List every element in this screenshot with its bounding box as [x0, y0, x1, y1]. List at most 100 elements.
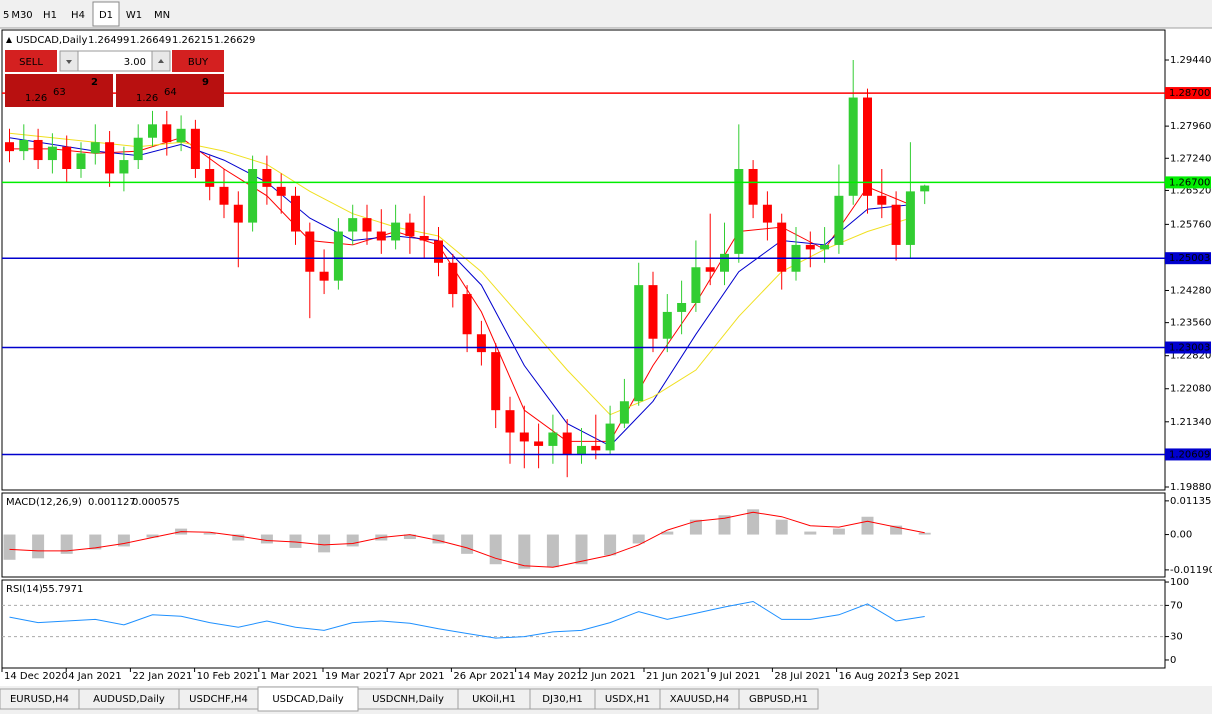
bid-box[interactable]	[5, 74, 113, 107]
tab-label: AUDUSD,Daily	[93, 694, 165, 705]
macd-bar	[461, 534, 474, 554]
ohlc-value: 1.26649	[130, 35, 171, 46]
tab-label: EURUSD,H4	[10, 694, 69, 705]
buy-button[interactable]	[172, 50, 224, 72]
indicator-value: 55.7971	[42, 584, 83, 595]
timeframe-button[interactable]: H4	[71, 10, 85, 21]
candle-body	[720, 253, 729, 272]
y-tick-label: 0.00	[1170, 530, 1192, 541]
price-pips: 63	[53, 87, 66, 98]
macd-bar	[403, 534, 416, 540]
timeframe-button[interactable]: H1	[43, 10, 57, 21]
level-label-box	[1165, 448, 1211, 461]
macd-bar	[804, 531, 817, 535]
sell-label: SELL	[19, 57, 43, 68]
y-tick-label: 0.01135	[1170, 496, 1211, 507]
timeframe-button[interactable]: 5	[3, 10, 9, 21]
price-fraction: 9	[202, 77, 209, 88]
macd-bar	[747, 509, 760, 535]
macd-bar	[3, 534, 16, 560]
macd-bar	[518, 534, 531, 569]
y-tick-label: 1.23560	[1170, 318, 1211, 329]
x-tick-label: 2 Jun 2021	[582, 671, 636, 682]
macd-bar	[604, 534, 617, 556]
lots-value: 3.00	[124, 57, 146, 68]
timeframe-active	[92, 1, 120, 27]
arrow-down	[66, 60, 72, 64]
tab-label: USDCAD,Daily	[272, 694, 343, 705]
x-tick-label: 10 Feb 2021	[197, 671, 259, 682]
candle-body	[434, 240, 443, 263]
candle-body	[190, 128, 200, 169]
candle-body	[276, 186, 286, 196]
macd-bar	[60, 534, 73, 554]
tab[interactable]	[738, 688, 819, 710]
timeframe-button[interactable]: W1	[126, 10, 142, 21]
macd-bar	[32, 534, 45, 559]
candle-body	[248, 168, 258, 223]
rsi-frame	[1, 579, 1166, 669]
level-label: 1.23003	[1169, 343, 1210, 354]
macd-bar	[318, 534, 331, 553]
candle-body	[33, 139, 43, 161]
timeframe-button[interactable]: M30	[11, 10, 32, 21]
candle-body	[877, 195, 887, 205]
macd-bar	[546, 534, 559, 568]
candle-body	[448, 262, 458, 295]
candle-body	[119, 160, 129, 174]
y-tick-label: 1.27240	[1170, 153, 1211, 164]
macd-bar	[575, 534, 588, 565]
x-tick-label: 16 Aug 2021	[839, 671, 903, 682]
candle-body	[105, 142, 115, 174]
tab-label: XAUUSD,H4	[670, 694, 729, 705]
candle-body	[133, 137, 143, 161]
candle-body	[834, 195, 844, 245]
tab-label: UKOil,H1	[472, 694, 516, 705]
candle-body	[62, 146, 72, 169]
y-tick-label: 70	[1170, 600, 1183, 611]
indicator-title: RSI(14)	[6, 584, 43, 595]
signal-line	[9, 511, 925, 568]
macd-bar	[232, 534, 245, 541]
ask-box[interactable]	[116, 74, 224, 107]
candle-body	[233, 204, 243, 223]
y-tick-label: 1.27960	[1170, 121, 1211, 132]
x-tick-label: 21 Jun 2021	[646, 671, 706, 682]
rsi-line	[9, 600, 925, 639]
candle-body	[148, 124, 157, 138]
candle-body	[820, 244, 830, 250]
candle-body	[362, 218, 372, 232]
y-tick-label: 100	[1170, 577, 1189, 588]
timeframe-button[interactable]: D1	[99, 10, 113, 21]
candle-body	[476, 334, 486, 353]
candle-body	[5, 142, 14, 152]
tab-label: USDX,H1	[605, 694, 650, 705]
collapse-arrow[interactable]	[6, 37, 12, 43]
timeframe-button[interactable]: MN	[154, 10, 170, 21]
macd-bar	[289, 534, 302, 548]
candle-body	[376, 231, 386, 241]
candle-body	[562, 432, 572, 455]
tab-label: DJ30,H1	[542, 694, 582, 705]
ohlc-value: 1.26499	[88, 35, 129, 46]
ohlc-value: 1.26215	[172, 35, 213, 46]
macd-bar	[432, 534, 445, 544]
x-tick-label: 7 Apr 2021	[389, 671, 444, 682]
macd-bar	[918, 532, 931, 535]
candle-body	[348, 218, 358, 232]
macd-bar	[346, 534, 359, 547]
candle-body	[762, 204, 772, 223]
level-label-box	[1165, 176, 1211, 189]
tab-active[interactable]	[257, 686, 359, 712]
candle-body	[405, 222, 415, 236]
y-tick-label: 30	[1170, 632, 1183, 643]
arrow-up	[158, 59, 164, 63]
candle-body	[419, 235, 429, 241]
tab-label: USDCHF,H4	[189, 694, 248, 705]
candle-body	[162, 124, 172, 143]
y-tick-label: 1.22080	[1170, 384, 1211, 395]
price-pips: 64	[164, 87, 177, 98]
candle-body	[548, 432, 558, 446]
sell-button[interactable]	[5, 50, 57, 72]
